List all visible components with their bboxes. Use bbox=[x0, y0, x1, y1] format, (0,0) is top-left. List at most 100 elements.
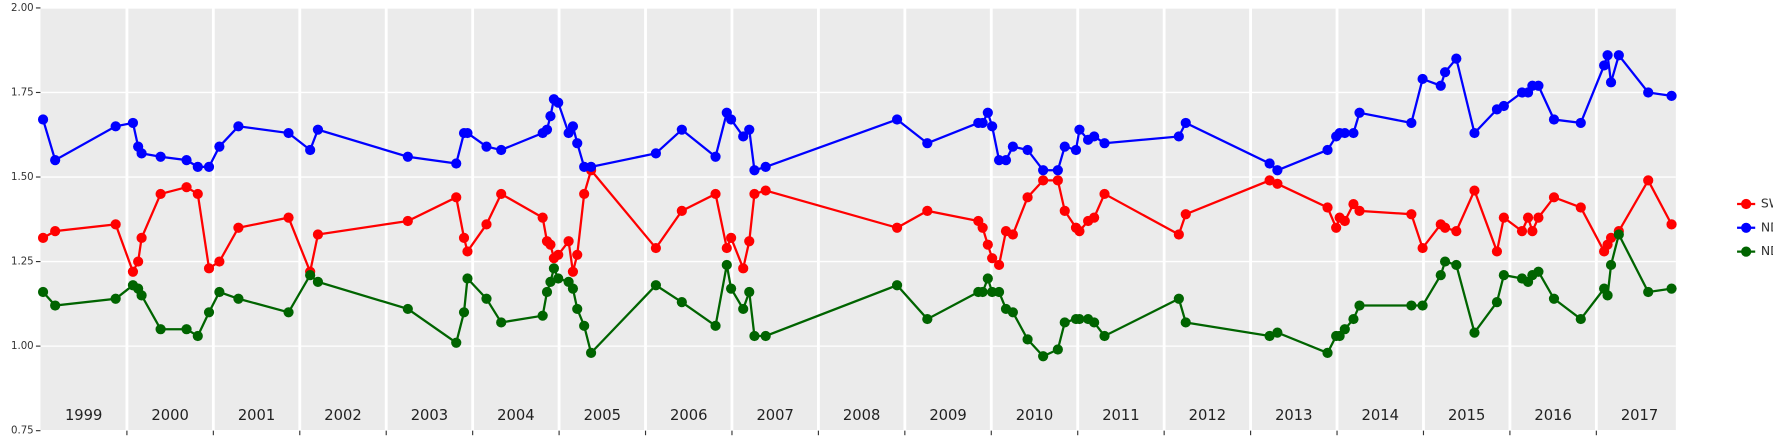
data-point bbox=[1272, 178, 1283, 189]
year-label: 2006 bbox=[670, 407, 707, 424]
data-point bbox=[710, 320, 721, 331]
data-point bbox=[1074, 226, 1085, 237]
y-tick-label: 1.00 bbox=[11, 341, 34, 352]
legend-marker bbox=[1741, 198, 1752, 210]
data-point bbox=[541, 286, 553, 298]
data-point bbox=[1264, 158, 1275, 169]
data-point bbox=[1089, 317, 1100, 328]
data-point bbox=[458, 307, 470, 318]
data-point bbox=[1264, 175, 1275, 186]
data-point bbox=[181, 182, 192, 193]
data-point bbox=[136, 232, 147, 244]
data-point bbox=[181, 324, 192, 335]
data-point bbox=[749, 165, 760, 176]
legend-marker bbox=[1741, 222, 1752, 233]
data-point bbox=[977, 286, 988, 298]
data-point bbox=[749, 330, 760, 342]
data-point bbox=[1417, 73, 1428, 85]
data-point bbox=[1575, 117, 1586, 129]
data-point bbox=[579, 320, 590, 331]
data-point bbox=[1173, 131, 1184, 142]
data-point bbox=[203, 263, 215, 274]
year-label: 2012 bbox=[1189, 407, 1226, 424]
data-point bbox=[710, 151, 721, 162]
legend-label: NDVI bbox=[1761, 219, 1773, 234]
year-label: 2013 bbox=[1275, 407, 1312, 424]
data-point bbox=[1406, 300, 1417, 311]
data-point bbox=[738, 131, 749, 142]
data-point bbox=[1354, 107, 1365, 118]
data-point bbox=[1173, 293, 1184, 304]
data-point bbox=[481, 141, 492, 152]
data-point bbox=[1435, 270, 1446, 281]
data-point bbox=[110, 121, 121, 132]
data-point bbox=[1613, 229, 1624, 240]
data-point bbox=[192, 330, 203, 342]
data-point bbox=[451, 158, 462, 169]
data-point bbox=[1498, 212, 1509, 223]
year-label: 2009 bbox=[929, 407, 966, 424]
data-point bbox=[891, 222, 903, 233]
data-point bbox=[1417, 242, 1428, 254]
data-point bbox=[650, 280, 662, 291]
data-point bbox=[1533, 80, 1544, 91]
data-point bbox=[891, 280, 903, 291]
data-point bbox=[1469, 185, 1480, 196]
data-point bbox=[650, 242, 662, 254]
data-point bbox=[462, 273, 473, 284]
data-point bbox=[1089, 212, 1100, 223]
data-point bbox=[1469, 127, 1480, 139]
data-point bbox=[1059, 205, 1070, 216]
data-point bbox=[553, 273, 564, 284]
data-point bbox=[572, 138, 583, 149]
data-point bbox=[1272, 327, 1283, 338]
data-point bbox=[214, 256, 225, 267]
data-point bbox=[922, 205, 933, 216]
data-point bbox=[537, 212, 548, 223]
data-point bbox=[1406, 209, 1417, 220]
data-point bbox=[1022, 144, 1033, 156]
data-point bbox=[496, 188, 507, 200]
data-point bbox=[1038, 165, 1049, 176]
plot-panel bbox=[40, 7, 1676, 431]
data-point bbox=[726, 114, 737, 125]
year-label: 2010 bbox=[1016, 407, 1053, 424]
data-point bbox=[553, 97, 564, 108]
data-point bbox=[1180, 209, 1191, 220]
data-point bbox=[214, 286, 225, 298]
legend-marker bbox=[1741, 246, 1752, 257]
data-point bbox=[1348, 127, 1359, 139]
data-point bbox=[127, 266, 139, 277]
data-point bbox=[710, 188, 721, 200]
data-point bbox=[1038, 351, 1049, 362]
data-point bbox=[585, 161, 597, 172]
data-point bbox=[305, 270, 316, 281]
data-point bbox=[1099, 138, 1110, 149]
data-point bbox=[1180, 317, 1191, 328]
data-point bbox=[1533, 266, 1544, 277]
data-point bbox=[1348, 198, 1359, 210]
data-point bbox=[1439, 67, 1451, 78]
data-point bbox=[1451, 259, 1462, 271]
data-point bbox=[1038, 175, 1049, 186]
data-point bbox=[233, 121, 244, 132]
data-point bbox=[1613, 50, 1624, 61]
data-point bbox=[110, 219, 121, 230]
data-point bbox=[1007, 229, 1018, 240]
year-label: 2016 bbox=[1534, 407, 1571, 424]
data-point bbox=[203, 161, 215, 172]
data-point bbox=[1439, 256, 1451, 267]
data-point bbox=[744, 286, 755, 298]
data-point bbox=[1605, 77, 1617, 88]
data-point bbox=[1007, 307, 1018, 318]
data-point bbox=[155, 151, 166, 162]
data-point bbox=[1599, 60, 1610, 71]
data-point bbox=[37, 114, 49, 125]
data-point bbox=[1548, 293, 1560, 304]
data-point bbox=[127, 117, 139, 129]
data-point bbox=[1339, 215, 1350, 227]
year-label: 2005 bbox=[584, 407, 621, 424]
data-point bbox=[1498, 270, 1509, 281]
data-point bbox=[1533, 212, 1544, 223]
data-point bbox=[1052, 344, 1063, 355]
